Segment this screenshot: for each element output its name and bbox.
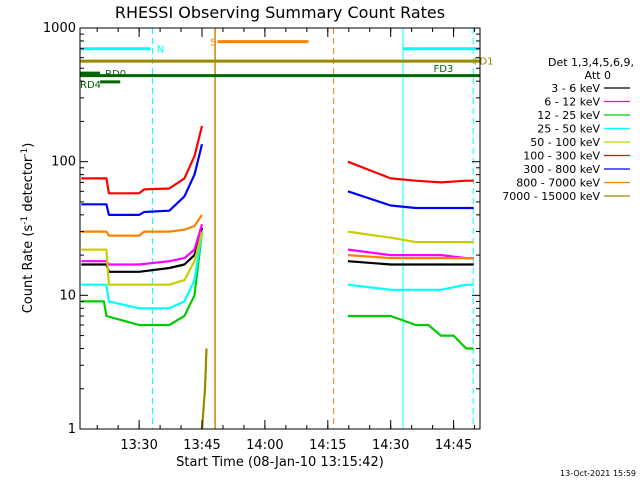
legend-label-8: 7000 - 15000 keV bbox=[502, 190, 600, 203]
series-3-segment-0 bbox=[81, 231, 204, 310]
series-7-segment-1 bbox=[347, 254, 474, 260]
x-tick-label-3: 14:15 bbox=[309, 438, 346, 453]
series-2-segment-1 bbox=[347, 314, 474, 350]
y-axis-label-sup1: -1 bbox=[20, 216, 30, 225]
chart-title: RHESSI Observing Summary Count Rates bbox=[115, 3, 445, 22]
series-3-segment-1 bbox=[347, 283, 474, 291]
flag-label-5: RD0 bbox=[105, 69, 126, 80]
x-tick-label-2: 14:00 bbox=[246, 438, 283, 453]
x-axis-label: Start Time (08-Jan-10 13:15:42) bbox=[176, 455, 384, 470]
y-axis-label-sup2: -1 bbox=[20, 148, 30, 157]
x-tick-label-4: 14:30 bbox=[372, 438, 409, 453]
x-tick-label-0: 13:30 bbox=[120, 438, 157, 453]
legend-label-6: 300 - 800 keV bbox=[523, 163, 600, 176]
legend-label-3: 25 - 50 keV bbox=[537, 123, 600, 136]
legend-header-line1: Det 1,3,4,5,6,9, bbox=[548, 56, 634, 69]
legend-label-5: 100 - 300 keV bbox=[523, 150, 600, 163]
flag-label-0: N bbox=[157, 45, 164, 56]
series-5-segment-0 bbox=[81, 125, 204, 195]
series-0-segment-1 bbox=[347, 260, 474, 266]
y-tick-label-0: 1 bbox=[68, 422, 76, 437]
x-tick-label-1: 13:45 bbox=[183, 438, 220, 453]
timestamp: 13-Oct-2021 15:59 bbox=[560, 469, 636, 478]
plot-frame bbox=[79, 27, 481, 430]
y-tick-label-1: 10 bbox=[59, 288, 76, 303]
y-tick-label-3: 1000 bbox=[43, 21, 76, 36]
y-axis-label-end: ) bbox=[21, 143, 36, 148]
series-6-segment-1 bbox=[347, 190, 474, 210]
series-2-segment-0 bbox=[81, 231, 204, 327]
legend-label-4: 50 - 100 keV bbox=[530, 136, 600, 149]
legend-label-2: 12 - 25 keV bbox=[537, 109, 600, 122]
legend-header-line2: Att 0 bbox=[585, 69, 611, 82]
y-axis-label: Count Rate (s-1 detector-1) bbox=[20, 143, 36, 314]
series-8-segment-0 bbox=[200, 348, 208, 430]
y-axis-label-main: Count Rate (s bbox=[21, 225, 36, 314]
series-4-segment-0 bbox=[81, 231, 204, 286]
flag-label-2: S bbox=[210, 38, 216, 49]
series-7-segment-0 bbox=[81, 214, 203, 237]
axes bbox=[79, 27, 481, 430]
x-tick-label-5: 14:45 bbox=[435, 438, 472, 453]
legend-label-7: 800 - 7000 keV bbox=[516, 177, 600, 190]
series-lines bbox=[81, 125, 474, 430]
series-5-segment-1 bbox=[347, 160, 474, 184]
legend-label-0: 3 - 6 keV bbox=[551, 82, 600, 95]
flag-label-6: RD4 bbox=[80, 80, 101, 91]
series-4-segment-1 bbox=[347, 230, 474, 244]
y-tick-label-2: 100 bbox=[51, 155, 76, 170]
flag-label-4: FD3 bbox=[433, 64, 453, 75]
status-flags: N S FD1 FD3 RD0 RD4 bbox=[80, 38, 494, 91]
flag-label-3: FD1 bbox=[474, 57, 494, 68]
series-6-segment-0 bbox=[81, 143, 204, 216]
y-axis-label-mid: detector bbox=[21, 156, 36, 216]
legend-label-1: 6 - 12 keV bbox=[544, 96, 600, 109]
tick-labels: 1 10 100 1000 13:30 13:45 14:00 14:15 14:30 14:45 bbox=[43, 21, 472, 453]
